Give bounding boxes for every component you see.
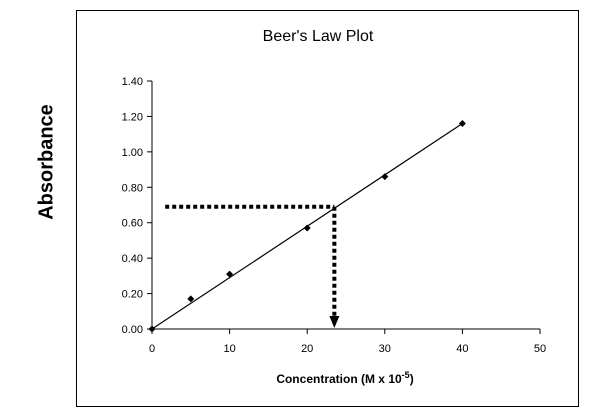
y-tick-label: 0.80 xyxy=(122,182,143,194)
x-tick-label: 40 xyxy=(456,343,468,355)
data-point xyxy=(458,120,466,128)
data-point xyxy=(303,224,311,232)
chart-title: Beer's Law Plot xyxy=(263,28,374,45)
x-tick-label: 0 xyxy=(149,343,155,355)
y-tick-label: 0.40 xyxy=(122,253,143,265)
y-tick-label: 1.20 xyxy=(122,111,143,123)
x-axis-label-superscript: -5 xyxy=(402,370,410,380)
y-tick-label: 1.00 xyxy=(122,147,143,159)
down-arrow-head xyxy=(329,316,340,328)
x-axis-label: Concentration (M x 10-5) xyxy=(276,370,413,386)
axes: 0.00 0.20 0.40 0.60 0.80 1.00 1.20 1.40 0 10 20 30 4… xyxy=(122,76,547,355)
x-tick-label: 20 xyxy=(301,343,313,355)
y-tick-label: 0.20 xyxy=(122,289,143,301)
data-point xyxy=(226,270,234,278)
y-tick-label: 0.60 xyxy=(122,218,143,230)
data-point xyxy=(381,173,389,181)
chart-marks xyxy=(148,120,466,333)
x-tick-label: 10 xyxy=(223,343,235,355)
x-tick-label: 50 xyxy=(534,343,546,355)
x-axis-label-suffix: ) xyxy=(410,372,414,386)
data-point xyxy=(187,295,195,303)
y-tick-label: 0.00 xyxy=(122,324,143,336)
x-tick-label: 30 xyxy=(379,343,391,355)
x-axis-label-main: Concentration (M x 10 xyxy=(276,372,402,386)
y-tick-label: 1.40 xyxy=(122,76,143,88)
data-point xyxy=(148,325,156,333)
